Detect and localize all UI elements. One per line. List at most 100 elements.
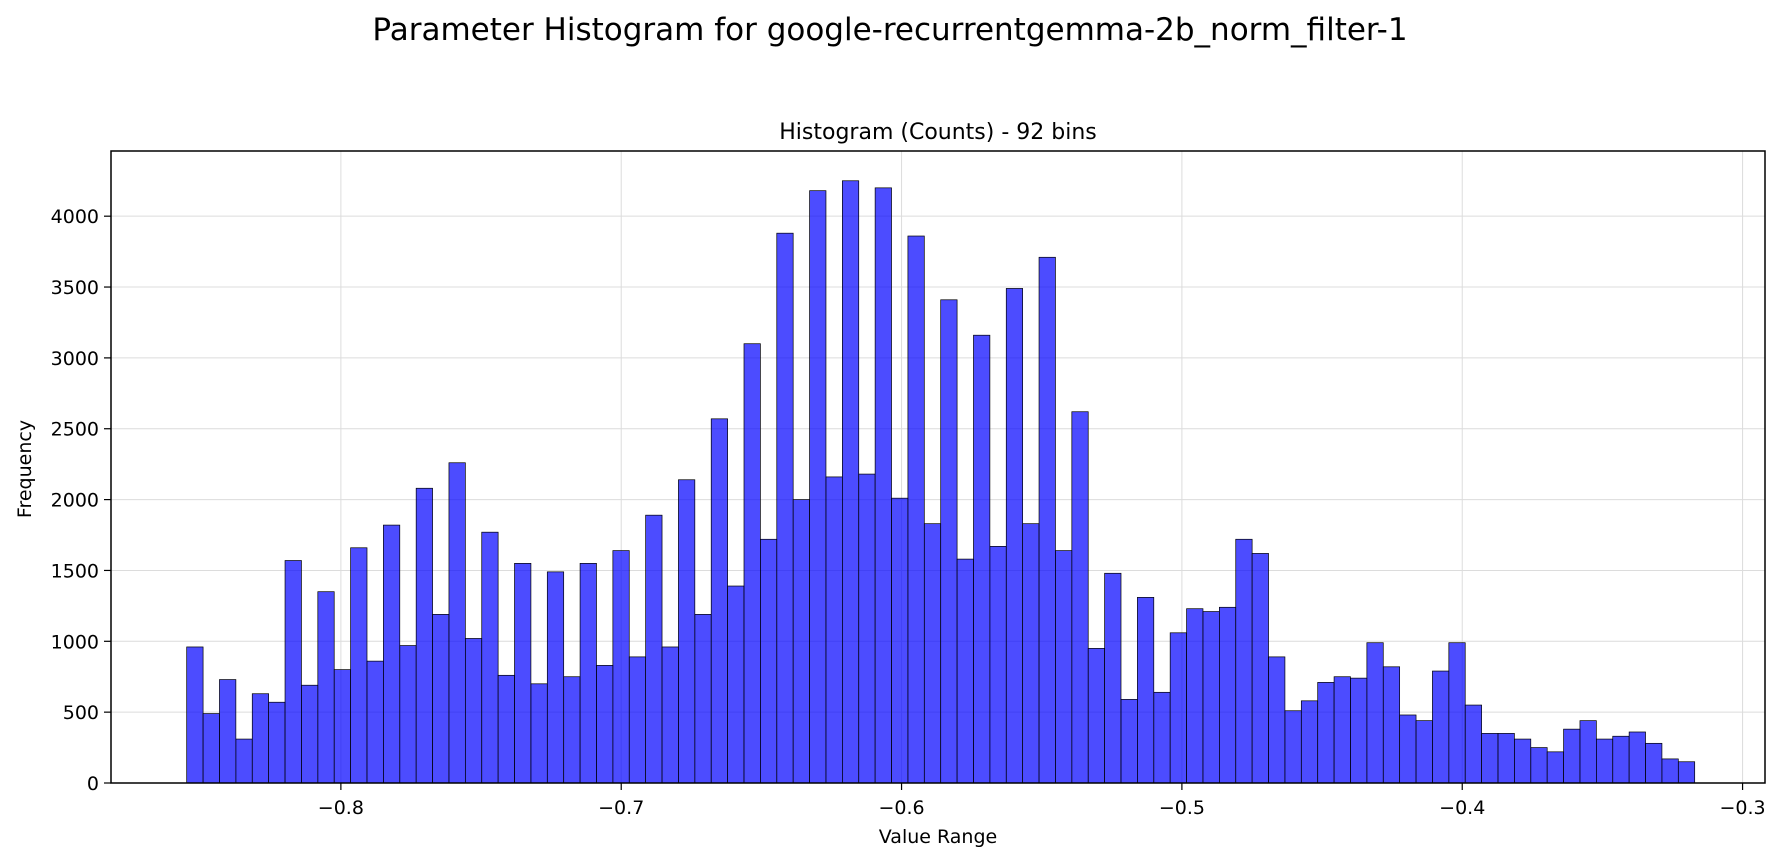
x-tick-label: −0.4: [1439, 797, 1485, 819]
histogram-bar: [186, 646, 204, 784]
x-tick-label: −0.7: [598, 797, 644, 819]
histogram-bar: [809, 190, 827, 784]
histogram-bar: [792, 499, 810, 784]
y-tick-label: 1000: [51, 631, 99, 653]
histogram-bar: [1038, 256, 1056, 784]
histogram-bar: [1120, 699, 1138, 784]
y-tick-label: 2000: [51, 490, 99, 512]
histogram-bar: [546, 571, 565, 784]
histogram-bar: [1268, 656, 1286, 784]
histogram-bar: [1530, 747, 1548, 784]
histogram-bar: [956, 558, 974, 784]
histogram-bar: [1563, 728, 1581, 784]
x-axis-ticks: −0.8 −0.7 −0.6 −0.5 −0.4 −0.3: [318, 783, 1766, 819]
histogram-bar: [1382, 666, 1401, 784]
histogram-bar: [1317, 682, 1335, 784]
histogram-bar: [1415, 720, 1433, 784]
histogram-bar: [760, 538, 778, 784]
histogram-bar: [366, 660, 384, 784]
histogram-bar: [858, 473, 876, 784]
histogram-bar: [268, 701, 286, 784]
histogram-bar: [284, 560, 302, 784]
figure-suptitle: Parameter Histogram for google-recurrent…: [372, 12, 1407, 48]
histogram-bar: [1235, 538, 1253, 784]
y-tick-label: 4000: [51, 206, 99, 228]
histogram-bar: [1333, 676, 1351, 784]
y-tick-label: 2500: [51, 419, 99, 441]
histogram-bar: [727, 585, 745, 784]
histogram-bar: [1087, 648, 1105, 784]
histogram-bar: [383, 524, 401, 784]
x-tick-label: −0.8: [318, 797, 364, 819]
histogram-bar: [448, 462, 466, 784]
histogram-bar: [710, 418, 728, 784]
histogram-bar: [612, 550, 630, 784]
histogram-bar: [202, 713, 220, 784]
x-tick-label: −0.3: [1720, 797, 1766, 819]
plot-frame: [110, 150, 1766, 784]
histogram-bar: [661, 646, 679, 784]
histogram-bar: [1497, 733, 1515, 784]
histogram-bar: [776, 232, 794, 784]
y-tick-label: 1500: [51, 560, 99, 582]
histogram-bar: [743, 343, 761, 784]
histogram-bar: [678, 479, 696, 784]
y-tick-label: 3000: [51, 348, 99, 370]
histogram-bar: [1661, 758, 1679, 784]
histogram-bar: [1481, 733, 1499, 784]
x-tick-label: −0.6: [878, 797, 924, 819]
histogram-bar: [514, 563, 532, 784]
histogram-bars: [186, 180, 1696, 784]
histogram-bar: [1464, 704, 1482, 784]
histogram-bar: [464, 638, 483, 784]
histogram-bar: [1284, 710, 1302, 784]
histogram-bar: [1399, 714, 1417, 784]
histogram-bar: [333, 669, 351, 784]
axes-frame: [110, 150, 1766, 784]
histogram-bar: [235, 738, 253, 784]
histogram-bar: [497, 674, 515, 784]
axes-title: Histogram (Counts) - 92 bins: [779, 120, 1096, 145]
histogram-bar: [825, 476, 843, 784]
histogram-bar: [628, 656, 647, 784]
y-tick-label: 500: [63, 702, 99, 724]
histogram-bar: [874, 187, 892, 784]
histogram-bar: [1677, 761, 1696, 784]
histogram-bar: [563, 676, 581, 784]
histogram-bar: [1300, 700, 1319, 784]
histogram-bar: [415, 487, 433, 784]
histogram-bar: [989, 546, 1007, 784]
y-tick-label: 3500: [51, 277, 99, 299]
histogram-bar: [841, 180, 860, 784]
histogram-bar: [1366, 642, 1384, 784]
histogram-bar: [1055, 550, 1073, 784]
histogram-bar: [973, 334, 991, 784]
histogram-bar: [1137, 597, 1155, 784]
y-tick-label: 0: [87, 773, 99, 795]
histogram-bar: [1104, 572, 1122, 784]
y-axis-ticks: 0 500 1000 1500 2000 2500 3000 3500 4000: [51, 206, 111, 795]
histogram-bar: [251, 693, 269, 784]
histogram-bar: [1202, 611, 1220, 784]
histogram-bar: [1251, 553, 1269, 784]
grid-lines: [111, 151, 1765, 784]
histogram-bar: [694, 614, 712, 784]
histogram-bar: [481, 531, 499, 784]
histogram-bar: [1645, 742, 1663, 784]
histogram-bar: [579, 563, 597, 784]
histogram-bar: [1546, 751, 1564, 784]
histogram-bar: [1628, 731, 1646, 784]
histogram-bar: [399, 645, 417, 784]
histogram-bar: [530, 683, 548, 784]
histogram-bar: [317, 591, 335, 784]
histogram-bar: [1186, 608, 1204, 784]
histogram-bar: [1169, 632, 1187, 784]
histogram-bar: [432, 614, 450, 784]
y-axis-label: Frequency: [14, 420, 36, 518]
histogram-bar: [1005, 288, 1024, 784]
histogram-bar: [1071, 411, 1089, 784]
histogram-bar: [1219, 606, 1237, 784]
histogram-bar: [923, 523, 942, 784]
histogram-bar: [219, 679, 237, 784]
